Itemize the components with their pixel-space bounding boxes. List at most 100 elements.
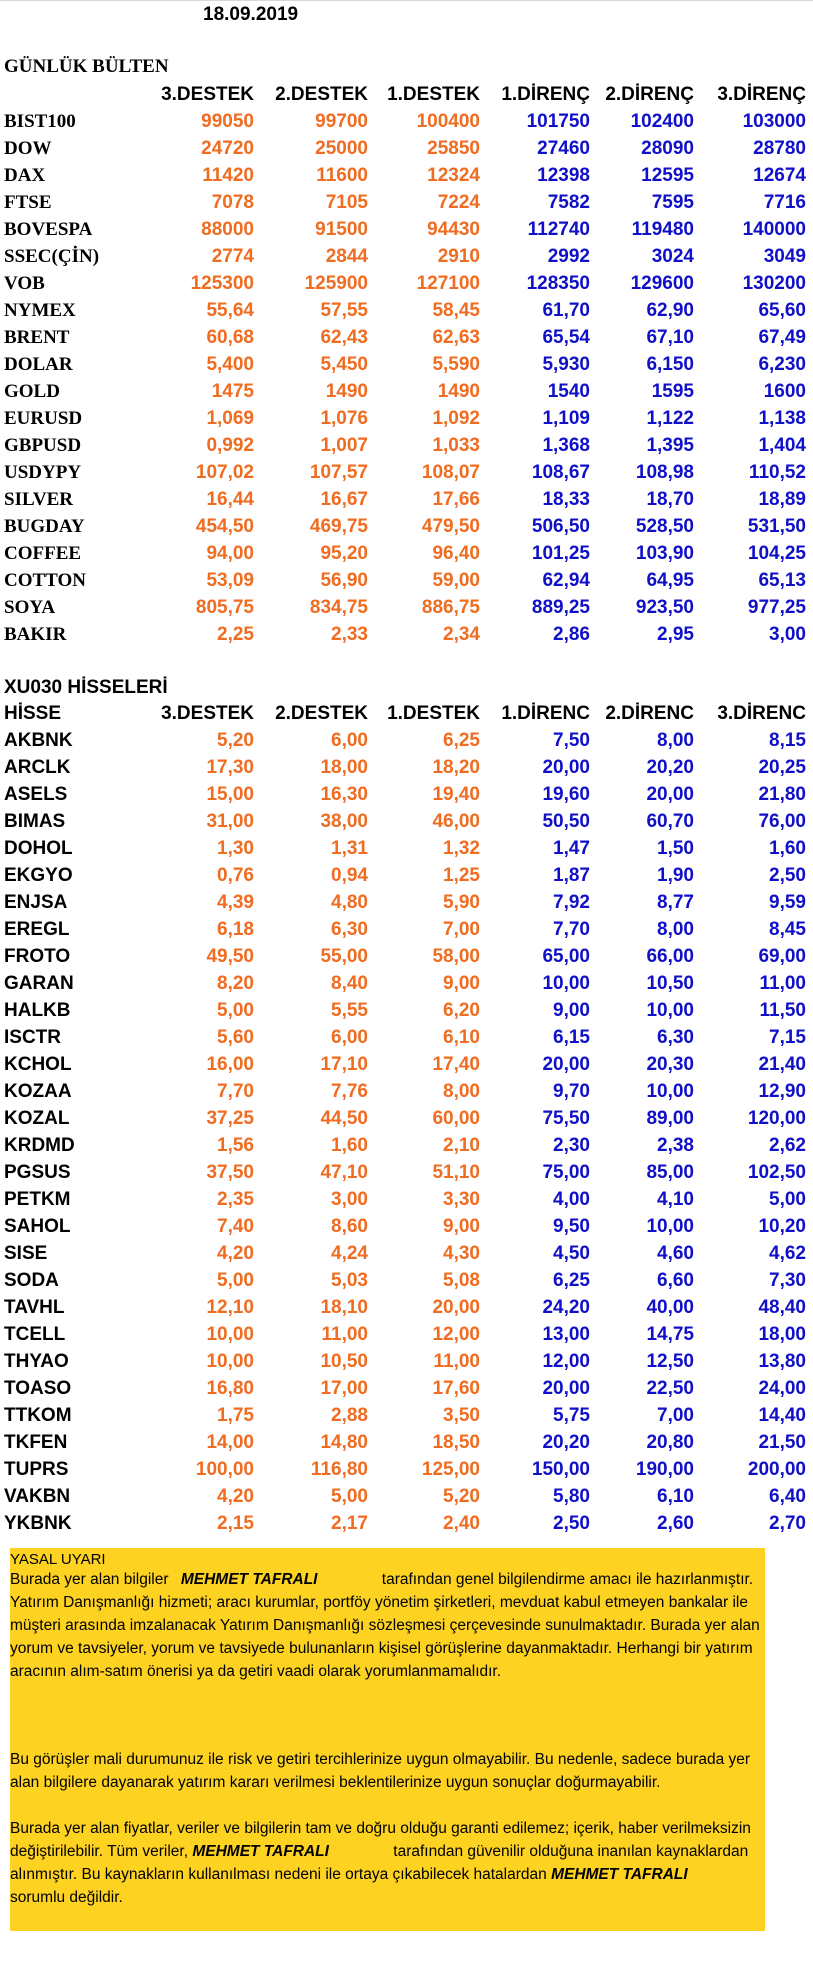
support-value: 0,76 [217, 865, 254, 886]
support-value: 2,88 [331, 1405, 368, 1426]
table-row: SILVER 16,44 16,67 17,66 18,33 18,70 18,89 [0, 486, 813, 513]
table-row: BAKIR 2,25 2,33 2,34 2,86 2,95 3,00 [0, 621, 813, 648]
row-name: KRDMD [4, 1135, 75, 1156]
support-value: 2,25 [217, 624, 254, 645]
resistance-value: 21,80 [758, 784, 806, 805]
support-value: 8,20 [217, 973, 254, 994]
support-value: 2,10 [443, 1135, 480, 1156]
resistance-value: 62,90 [646, 300, 694, 321]
resistance-value: 6,40 [769, 1486, 806, 1507]
support-value: 38,00 [320, 811, 368, 832]
resistance-value: 1,122 [646, 408, 694, 429]
resistance-value: 22,50 [646, 1378, 694, 1399]
row-name: SILVER [4, 489, 74, 510]
resistance-value: 528,50 [635, 516, 694, 537]
support-value: 1,25 [443, 865, 480, 886]
support-value: 99700 [315, 111, 368, 132]
resistance-value: 7,15 [769, 1027, 806, 1048]
resistance-value: 40,00 [646, 1297, 694, 1318]
resistance-value: 1,90 [657, 865, 694, 886]
support-value: 20,00 [432, 1297, 480, 1318]
resistance-value: 1,87 [553, 865, 590, 886]
bulletin-title: GÜNLÜK BÜLTEN [4, 56, 169, 77]
column-header: 3.DİRENC [717, 703, 806, 724]
support-value: 5,03 [331, 1270, 368, 1291]
support-value: 31,00 [206, 811, 254, 832]
resistance-value: 5,930 [542, 354, 590, 375]
resistance-value: 8,15 [769, 730, 806, 751]
row-name: NYMEX [4, 300, 76, 321]
resistance-value: 7595 [651, 192, 694, 213]
row-name: TKFEN [4, 1432, 68, 1453]
resistance-value: 69,00 [758, 946, 806, 967]
resistance-value: 4,62 [769, 1243, 806, 1264]
table-row: KCHOL 16,00 17,10 17,40 20,00 20,30 21,40 [0, 1051, 813, 1078]
support-value: 6,30 [331, 919, 368, 940]
support-value: 88000 [201, 219, 254, 240]
table-row: DOHOL 1,30 1,31 1,32 1,47 1,50 1,60 [0, 835, 813, 862]
column-header: 2.DESTEK [275, 703, 368, 724]
resistance-value: 103,90 [635, 543, 694, 564]
resistance-value: 140000 [742, 219, 806, 240]
resistance-value: 8,45 [769, 919, 806, 940]
resistance-value: 12,90 [758, 1081, 806, 1102]
resistance-value: 64,95 [646, 570, 694, 591]
column-header-name: HİSSE [4, 703, 62, 724]
support-value: 2,15 [217, 1513, 254, 1534]
resistance-value: 20,00 [542, 1378, 590, 1399]
table-row: BUGDAY 454,50 469,75 479,50 506,50 528,50 531,… [0, 513, 813, 540]
row-name: EURUSD [4, 408, 83, 429]
disclaimer-title: YASAL UYARI [10, 1551, 106, 1568]
resistance-value: 6,25 [553, 1270, 590, 1291]
support-value: 16,67 [320, 489, 368, 510]
support-value: 25850 [427, 138, 480, 159]
table-row: SISE 4,20 4,24 4,30 4,50 4,60 4,62 [0, 1240, 813, 1267]
support-value: 4,24 [331, 1243, 368, 1264]
resistance-value: 62,94 [542, 570, 590, 591]
table-row: SOYA 805,75 834,75 886,75 889,25 923,50 977,25 [0, 594, 813, 621]
support-value: 5,400 [206, 354, 254, 375]
row-name: TOASO [4, 1378, 72, 1399]
support-value: 6,00 [331, 730, 368, 751]
resistance-value: 1,404 [758, 435, 806, 456]
row-name: DOW [4, 138, 52, 159]
resistance-value: 2,50 [553, 1513, 590, 1534]
support-value: 16,00 [206, 1054, 254, 1075]
resistance-value: 13,00 [542, 1324, 590, 1345]
column-header: 1.DİRENÇ [501, 84, 590, 105]
row-name: ENJSA [4, 892, 68, 913]
resistance-value: 24,20 [542, 1297, 590, 1318]
disclaimer-text: Burada yer alan fiyatlar, veriler ve bil… [10, 1820, 751, 1860]
resistance-value: 14,40 [758, 1405, 806, 1426]
resistance-value: 1,368 [542, 435, 590, 456]
xu030-header-row: HİSSE 3.DESTEK 2.DESTEK 1.DESTEK 1.DİRENC 2.D… [0, 700, 813, 727]
resistance-value: 1,395 [646, 435, 694, 456]
support-value: 53,09 [206, 570, 254, 591]
resistance-value: 101750 [526, 111, 590, 132]
resistance-value: 200,00 [747, 1459, 806, 1480]
resistance-value: 18,89 [758, 489, 806, 510]
row-name: ARCLK [4, 757, 71, 778]
support-value: 12,10 [206, 1297, 254, 1318]
table-row: EURUSD 1,069 1,076 1,092 1,109 1,122 1,138 [0, 405, 813, 432]
row-name: BRENT [4, 327, 70, 348]
resistance-value: 4,60 [657, 1243, 694, 1264]
support-value: 10,00 [206, 1324, 254, 1345]
support-value: 127100 [416, 273, 480, 294]
resistance-value: 61,70 [542, 300, 590, 321]
table-row: KRDMD 1,56 1,60 2,10 2,30 2,38 2,62 [0, 1132, 813, 1159]
support-value: 2,17 [331, 1513, 368, 1534]
resistance-value: 6,30 [657, 1027, 694, 1048]
resistance-value: 104,25 [747, 543, 806, 564]
support-value: 6,20 [443, 1000, 480, 1021]
support-value: 60,00 [432, 1108, 480, 1129]
row-name: DAX [4, 165, 46, 186]
support-value: 125,00 [421, 1459, 480, 1480]
resistance-value: 76,00 [758, 811, 806, 832]
row-name: SOYA [4, 597, 56, 618]
resistance-value: 28090 [641, 138, 694, 159]
support-value: 1,30 [217, 838, 254, 859]
table-row: USDYPY 107,02 107,57 108,07 108,67 108,98 110,… [0, 459, 813, 486]
support-value: 58,00 [432, 946, 480, 967]
table-row: FROTO 49,50 55,00 58,00 65,00 66,00 69,00 [0, 943, 813, 970]
